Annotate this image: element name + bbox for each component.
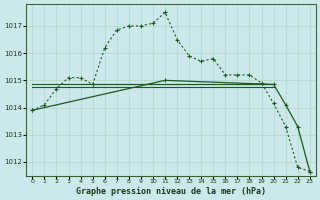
- X-axis label: Graphe pression niveau de la mer (hPa): Graphe pression niveau de la mer (hPa): [76, 187, 266, 196]
